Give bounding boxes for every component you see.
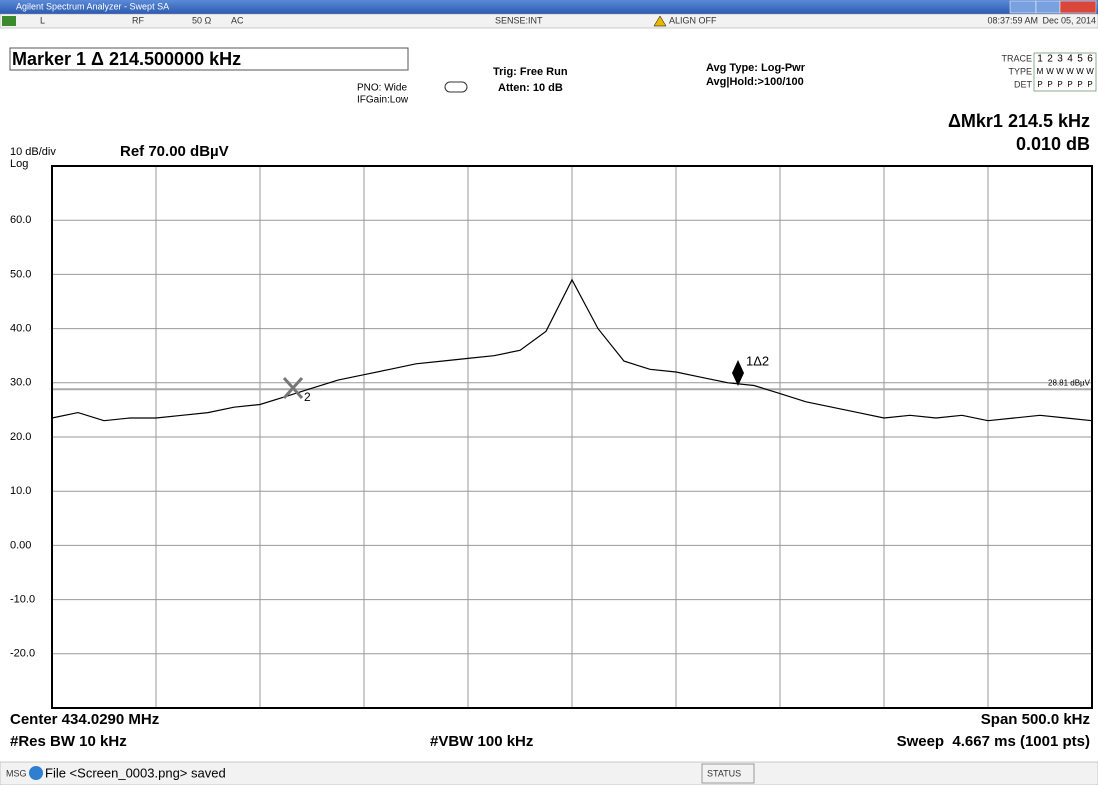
span: Span 500.0 kHz xyxy=(981,711,1090,728)
det-label: DET xyxy=(1014,79,1033,89)
title-bar xyxy=(0,0,1098,14)
trace-det: P xyxy=(1057,80,1062,89)
vbw: #VBW 100 kHz xyxy=(430,733,533,750)
trace-number: 3 xyxy=(1057,54,1063,65)
trace-number: 6 xyxy=(1087,54,1093,65)
lxi-icon xyxy=(2,16,16,26)
trig-icon xyxy=(444,81,468,93)
warning-icon xyxy=(653,15,667,27)
plot: 60.0 50.0 40.0 30.0 20.0 10.0 0.00 -10.0 -20.0 28… xyxy=(10,165,1093,709)
status-row xyxy=(0,13,1098,29)
sense: SENSE:INT xyxy=(495,15,543,25)
y-tick-label: 60.0 xyxy=(10,214,31,226)
trace-number: 2 xyxy=(1047,54,1053,65)
input: RF xyxy=(132,15,144,25)
trace-number: 5 xyxy=(1077,54,1083,65)
trace-type: M xyxy=(1037,67,1044,76)
align: ALIGN OFF xyxy=(669,15,717,25)
trace-type: W xyxy=(1046,67,1054,76)
avg-hold: Avg|Hold:>100/100 xyxy=(706,76,804,88)
trig: Trig: Free Run xyxy=(493,66,568,78)
y-tick-label: 10.0 xyxy=(10,485,31,497)
trace-type: W xyxy=(1076,67,1084,76)
minimize-button[interactable] xyxy=(1009,0,1037,14)
y-tick-label: 0.00 xyxy=(10,539,31,551)
trace-type: W xyxy=(1086,67,1094,76)
status-bar xyxy=(0,761,1098,785)
reference-level: Ref 70.00 dBµV xyxy=(120,143,229,160)
trace-det: P xyxy=(1087,80,1092,89)
y-tick-label: 50.0 xyxy=(10,268,31,280)
coupling: AC xyxy=(231,15,244,25)
trace-det: P xyxy=(1047,80,1052,89)
display-line-label: 28.81 dBµV xyxy=(1048,378,1091,387)
trace-number: 4 xyxy=(1067,54,1073,65)
status-box[interactable] xyxy=(701,763,755,784)
marker-readout: Marker 1 Δ 214.500000 kHz xyxy=(12,49,241,69)
y-tick-label: 20.0 xyxy=(10,431,31,443)
marker-1 xyxy=(732,360,744,386)
trace-det: P xyxy=(1077,80,1082,89)
trace-type: W xyxy=(1056,67,1064,76)
trace-type: W xyxy=(1066,67,1074,76)
marker-box xyxy=(9,47,409,71)
plot-frame xyxy=(51,165,1093,709)
mode: L xyxy=(40,15,45,25)
delta-value: 0.010 dB xyxy=(1016,134,1090,154)
y-tick-label: 30.0 xyxy=(10,377,31,389)
marker-2 xyxy=(282,376,304,400)
ifgain: IFGain:Low xyxy=(357,95,409,106)
trace-det: P xyxy=(1037,80,1042,89)
pno: PNO: Wide xyxy=(357,83,407,94)
marker-1-label: 1Δ2 xyxy=(746,353,769,368)
time: 08:37:59 AM xyxy=(987,15,1038,25)
rbw: #Res BW 10 kHz xyxy=(10,733,127,750)
maximize-button[interactable] xyxy=(1035,0,1061,14)
trace-box xyxy=(1033,52,1097,92)
center-freq: Center 434.0290 MHz xyxy=(10,711,159,728)
marker-2-label: 2 xyxy=(304,390,311,404)
y-tick-label: -10.0 xyxy=(10,594,35,606)
status-message: File <Screen_0003.png> saved xyxy=(45,765,226,780)
sweep: Sweep 4.667 ms (1001 pts) xyxy=(897,733,1090,750)
close-button[interactable] xyxy=(1059,0,1097,14)
type-label: TYPE xyxy=(1008,66,1032,76)
scale-mode: Log xyxy=(10,158,28,170)
trace xyxy=(51,278,1093,422)
scale-per-div: 10 dB/div xyxy=(10,146,56,158)
atten: Atten: 10 dB xyxy=(498,82,563,94)
y-tick-label: -20.0 xyxy=(10,648,35,660)
trace-number: 1 xyxy=(1037,54,1043,65)
y-tick-label: 40.0 xyxy=(10,323,31,335)
info-icon xyxy=(29,766,43,780)
trace-label: TRACE xyxy=(1001,53,1032,63)
trace-det: P xyxy=(1067,80,1072,89)
delta-readout: ΔMkr1 214.5 kHz xyxy=(948,111,1090,131)
avg-type: Avg Type: Log-Pwr xyxy=(706,62,806,74)
date: Dec 05, 2014 xyxy=(1042,15,1096,25)
status-label: STATUS xyxy=(707,768,741,778)
impedance: 50 Ω xyxy=(192,15,212,25)
window-title: Agilent Spectrum Analyzer - Swept SA xyxy=(16,1,169,11)
msg-label: MSG xyxy=(6,768,27,778)
